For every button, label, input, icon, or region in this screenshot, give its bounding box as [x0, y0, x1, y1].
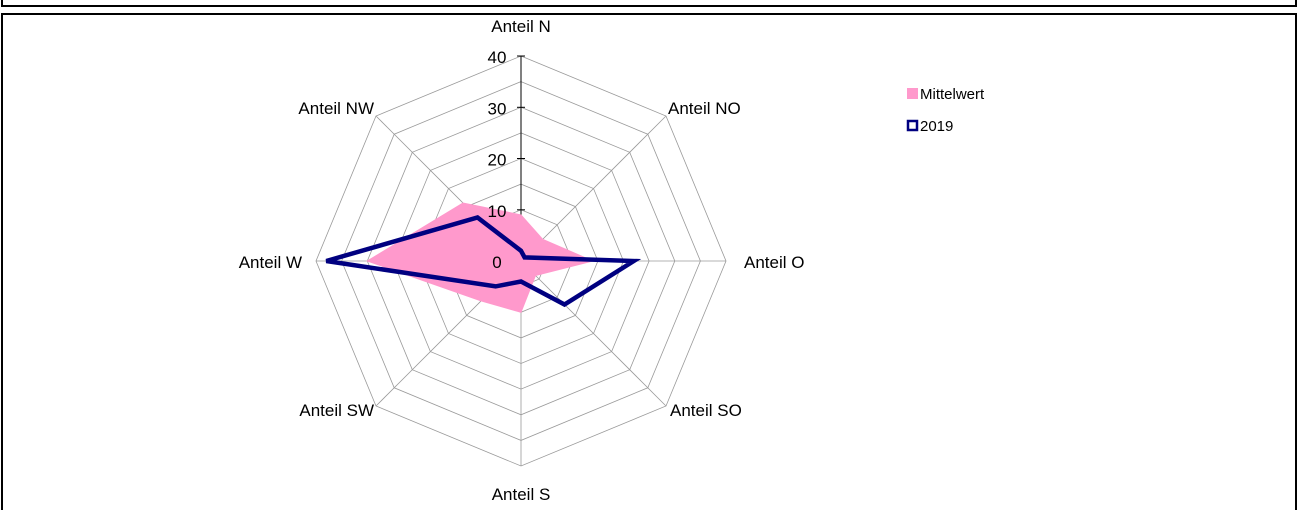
axis-label: Anteil S	[492, 485, 551, 504]
legend-label-mittelwert: Mittelwert	[920, 86, 985, 103]
top-frame	[1, 0, 1297, 7]
tick-label: 10	[488, 202, 507, 221]
tick-label: 0	[492, 253, 501, 272]
legend-swatch-2019	[906, 119, 919, 132]
tick-label: 30	[488, 99, 507, 118]
legend: Mittelwert 2019	[906, 86, 985, 135]
legend-swatch-mittelwert	[907, 88, 918, 99]
axis-label: Anteil SO	[670, 401, 742, 420]
grid-spoke	[520, 260, 667, 407]
axis-label: Anteil W	[239, 253, 302, 272]
chart-area	[1, 13, 1297, 510]
tick-labels: 0 10 20 30 40	[488, 48, 507, 272]
axis-label: Anteil SW	[299, 401, 374, 420]
tick-label: 40	[488, 48, 507, 67]
radar-series	[325, 202, 642, 313]
tick-label: 20	[488, 151, 507, 170]
axis-label: Anteil NW	[298, 99, 374, 118]
grid-spoke	[520, 115, 667, 262]
axis-labels: Anteil N Anteil NO Anteil O Anteil SO Anteil…	[239, 17, 805, 504]
axis-label: Anteil N	[491, 17, 551, 36]
legend-label-2019: 2019	[920, 118, 953, 135]
axis-label: Anteil NO	[668, 99, 741, 118]
axis-label: Anteil O	[744, 253, 804, 272]
